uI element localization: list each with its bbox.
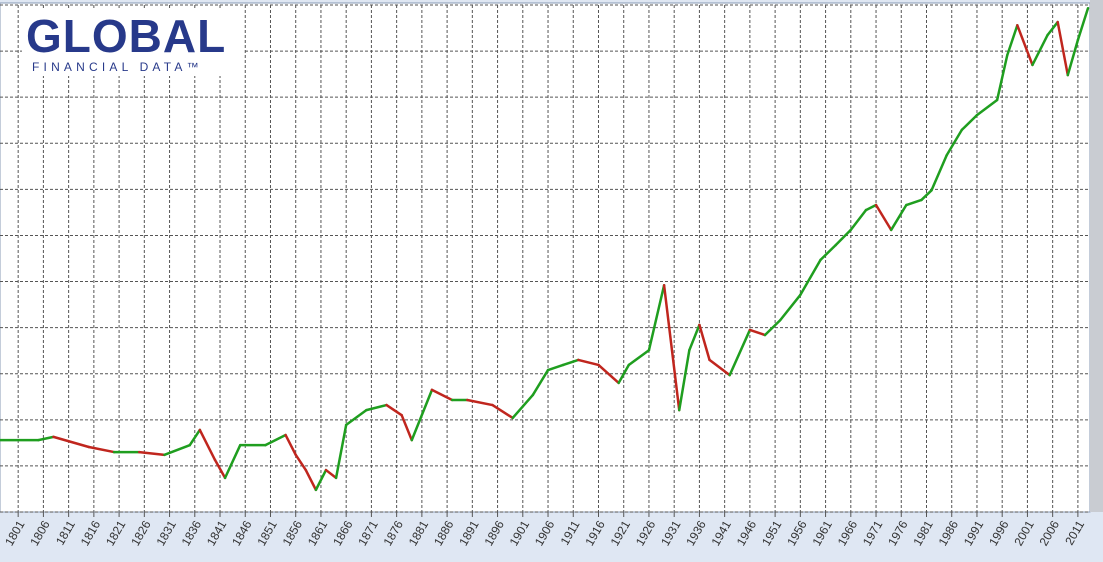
segment: [647, 283, 666, 352]
segment: [294, 453, 308, 472]
segment: [87, 445, 116, 454]
segment: [1056, 20, 1070, 77]
segment: [188, 428, 202, 447]
segment: [688, 323, 701, 352]
segment: [334, 423, 348, 480]
logo-name: GLOBAL: [26, 10, 226, 62]
segment: [864, 203, 878, 212]
plot-area: [0, 2, 1091, 513]
segment: [511, 393, 535, 420]
segment: [324, 468, 338, 480]
segment: [546, 363, 565, 372]
segment: [819, 243, 837, 262]
segment: [1076, 6, 1090, 42]
segment: [365, 403, 388, 412]
segment: [905, 198, 923, 207]
segment: [627, 348, 651, 367]
segment: [430, 388, 454, 402]
segment: [799, 258, 822, 297]
segment: [708, 358, 731, 377]
segment: [874, 203, 893, 232]
segment: [920, 189, 933, 202]
segment: [400, 413, 414, 442]
segment: [617, 363, 631, 385]
segment: [728, 328, 752, 377]
segment: [491, 403, 514, 420]
segment: [198, 428, 217, 462]
segment: [975, 98, 999, 117]
segment: [577, 358, 600, 367]
segment: [466, 398, 494, 407]
segment: [763, 319, 782, 337]
segment: [344, 408, 368, 427]
segment: [304, 468, 318, 492]
segment: [1016, 24, 1034, 67]
series: [0, 6, 1090, 492]
segment: [1066, 38, 1080, 77]
segment: [138, 450, 166, 457]
segment: [37, 435, 55, 442]
segment: [1046, 20, 1059, 37]
logo-tagline: FINANCIAL DATA™: [32, 60, 203, 74]
segment: [1031, 33, 1049, 67]
segment: [889, 203, 908, 232]
segment: [698, 323, 711, 362]
segment: [284, 433, 297, 457]
logo-bg: [22, 8, 244, 76]
segment: [677, 348, 691, 412]
segment: [52, 435, 91, 449]
segment: [662, 283, 681, 412]
segment: [995, 53, 1009, 102]
segment: [778, 293, 802, 322]
segment: [849, 208, 868, 232]
segment: [314, 468, 328, 492]
segment: [834, 228, 853, 247]
segment: [597, 363, 620, 385]
segment: [385, 403, 403, 417]
segment: [748, 328, 767, 337]
segment: [945, 128, 964, 157]
segment: [930, 154, 948, 192]
segment: [561, 358, 580, 367]
segment: [410, 388, 434, 442]
segment: [960, 113, 979, 132]
segment: [163, 443, 191, 457]
logo: GLOBAL FINANCIAL DATA™: [22, 8, 244, 76]
segment: [213, 458, 227, 480]
segment: [531, 368, 550, 397]
segment: [223, 443, 242, 480]
segment: [264, 433, 287, 447]
segment: [1005, 24, 1019, 57]
right-edge: [1090, 0, 1103, 512]
